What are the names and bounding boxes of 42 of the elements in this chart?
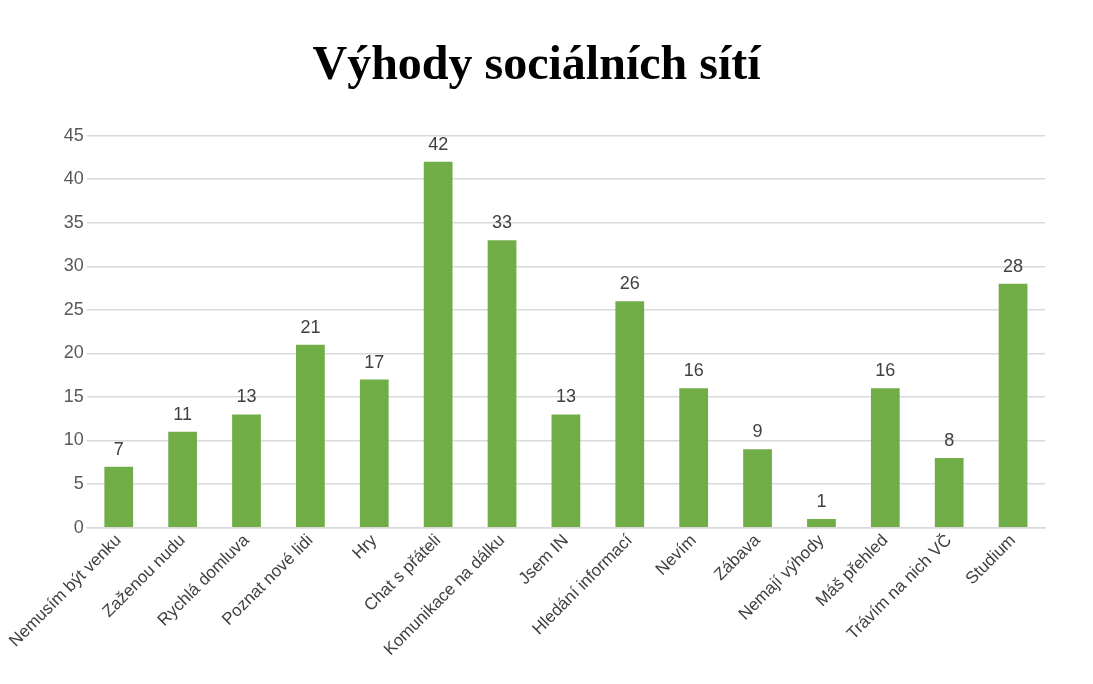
bar — [296, 344, 325, 527]
bar — [743, 449, 772, 527]
data-label: 13 — [555, 386, 576, 407]
bar — [615, 301, 645, 527]
y-tick-label: 40 — [63, 168, 84, 189]
chart-title: Výhody sociálních sítí — [312, 36, 762, 90]
y-tick-label: 0 — [73, 516, 84, 537]
bar — [807, 518, 836, 527]
data-label: 17 — [364, 351, 385, 372]
bar — [232, 414, 261, 527]
data-label: 11 — [173, 403, 192, 424]
bar — [934, 457, 964, 527]
y-tick-label: 30 — [63, 255, 84, 276]
y-tick-label: 5 — [73, 473, 84, 494]
x-tick-label: Hry — [348, 530, 381, 563]
bar — [870, 388, 900, 527]
data-label: 16 — [875, 360, 896, 381]
y-tick-label: 45 — [63, 124, 84, 145]
bar — [998, 283, 1028, 527]
bar — [423, 161, 453, 527]
data-label: 16 — [683, 360, 704, 381]
y-tick-label: 25 — [63, 298, 84, 319]
bar — [359, 379, 389, 527]
data-label: 13 — [236, 386, 257, 407]
y-tick-label: 35 — [63, 211, 84, 232]
bar — [551, 414, 581, 527]
data-label: 26 — [619, 273, 640, 294]
data-label: 21 — [300, 316, 321, 337]
bar — [168, 431, 198, 527]
data-label: 1 — [816, 490, 827, 511]
data-label: 33 — [492, 212, 513, 233]
y-tick-label: 10 — [63, 429, 84, 450]
y-tick-label: 15 — [63, 385, 84, 406]
bar — [679, 388, 709, 527]
data-label: 8 — [944, 429, 955, 450]
y-tick-label: 20 — [63, 342, 84, 363]
data-label: 42 — [428, 133, 449, 154]
bar — [104, 466, 134, 527]
bar — [487, 240, 517, 527]
data-label: 9 — [752, 421, 763, 442]
data-label: 28 — [1003, 255, 1024, 276]
data-label: 7 — [113, 438, 124, 459]
